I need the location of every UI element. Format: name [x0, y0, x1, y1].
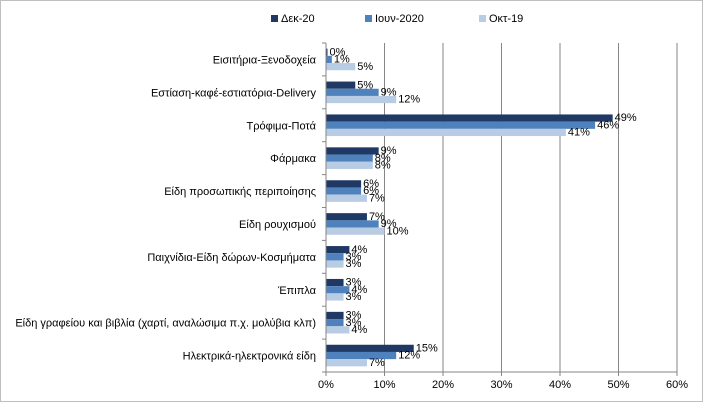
bar: [326, 311, 344, 320]
category-label: Είδη γραφείου και βιβλία (χαρτί, αναλώσι…: [15, 318, 316, 330]
category-label: Παιχνίδια-Είδη δώρων-Κοσμήματα: [147, 252, 316, 264]
x-tick-label: 0%: [318, 379, 334, 391]
legend: Δεκ-20 Ιουν-2020 Οκτ-19: [271, 13, 523, 25]
data-label: 12%: [398, 350, 420, 362]
x-tick-label: 10%: [373, 379, 395, 391]
bar: [326, 180, 362, 188]
bar: [326, 48, 328, 56]
category-label: Ηλεκτρικά-ηλεκτρονικά είδη: [183, 351, 316, 363]
data-label: 49%: [615, 112, 637, 124]
bar: [326, 95, 397, 104]
x-tick-label: 40%: [549, 379, 571, 391]
data-label: 7%: [369, 192, 385, 204]
data-label: 4%: [351, 244, 367, 256]
bars: [326, 48, 613, 367]
bar: [326, 63, 356, 71]
data-label: 7%: [369, 211, 385, 223]
category-label: Εισιτήρια-Ξενοδοχεία: [213, 54, 317, 66]
bar: [326, 253, 344, 261]
bar: [326, 286, 350, 294]
data-label: 41%: [568, 127, 590, 139]
legend-entry: Οκτ-19: [489, 13, 523, 25]
x-tick-labels: 0% 10% 20% 30% 40% 50% 60%: [318, 379, 688, 391]
data-label: 46%: [597, 119, 619, 131]
bar: [326, 81, 356, 89]
bar: [326, 88, 379, 96]
bar: [326, 147, 379, 155]
bar: [326, 326, 350, 334]
data-label: 3%: [346, 310, 362, 322]
data-label: 7%: [369, 357, 385, 369]
data-label: 9%: [381, 86, 397, 98]
bar: [326, 55, 332, 64]
bar: [326, 359, 367, 367]
data-label: 0%: [330, 46, 346, 58]
bar: [326, 128, 566, 137]
data-label: 3%: [346, 291, 362, 303]
legend-entry: Δεκ-20: [281, 13, 315, 25]
legend-swatch: [271, 15, 278, 22]
x-tick-label: 60%: [666, 379, 688, 391]
category-label: Τρόφιμα-Ποτά: [247, 120, 317, 132]
bar: [326, 344, 414, 352]
bar: [326, 114, 613, 122]
category-label: Είδη προσωπικής περιποίησης: [164, 186, 316, 198]
bar: [326, 293, 344, 301]
data-label: 1%: [334, 54, 350, 66]
data-labels: 0%1%5%5%9%12%49%46%41%9%8%8%6%6%7%7%9%10…: [330, 46, 637, 369]
data-label: 3%: [346, 317, 362, 329]
bar: [326, 278, 344, 287]
data-label: 6%: [363, 185, 379, 197]
bar: [326, 351, 397, 360]
category-label: Είδη ρουχισμού: [239, 219, 316, 231]
data-label: 9%: [381, 145, 397, 157]
category-label: Εστίαση-καφέ-εστιατόρια-Delivery: [151, 87, 317, 99]
bar: [326, 161, 373, 169]
data-label: 15%: [416, 342, 438, 354]
data-label: 6%: [363, 178, 379, 190]
x-tick-label: 50%: [607, 379, 629, 391]
data-label: 8%: [375, 159, 391, 171]
legend-entry: Ιουν-2020: [375, 13, 424, 25]
data-label: 9%: [381, 218, 397, 230]
x-tick-label: 30%: [490, 379, 512, 391]
legend-swatch: [365, 15, 372, 22]
bar: [326, 260, 344, 268]
data-label: 4%: [351, 324, 367, 336]
bar: [326, 121, 596, 129]
bar: [326, 194, 367, 202]
bar: [326, 187, 362, 195]
data-label: 4%: [351, 284, 367, 296]
data-label: 3%: [346, 277, 362, 289]
data-label: 3%: [346, 251, 362, 263]
bar: [326, 246, 350, 254]
axes: [322, 42, 678, 376]
data-label: 12%: [398, 94, 420, 106]
data-label: 3%: [346, 258, 362, 270]
data-label: 5%: [357, 79, 373, 91]
bar: [326, 213, 367, 221]
legend-swatch: [479, 15, 486, 22]
bar: [326, 227, 385, 235]
x-tick-label: 20%: [432, 379, 454, 391]
bar: [326, 319, 344, 327]
category-label: Έπιπλα: [277, 285, 317, 297]
category-label: Φάρμακα: [270, 153, 316, 165]
data-label: 8%: [375, 152, 391, 164]
data-label: 10%: [387, 225, 409, 237]
gridlines: [384, 43, 678, 372]
category-labels: Εισιτήρια-Ξενοδοχεία Εστίαση-καφέ-εστιατό…: [15, 54, 316, 362]
data-label: 5%: [357, 61, 373, 73]
bar: [326, 220, 379, 228]
bar: [326, 154, 373, 162]
